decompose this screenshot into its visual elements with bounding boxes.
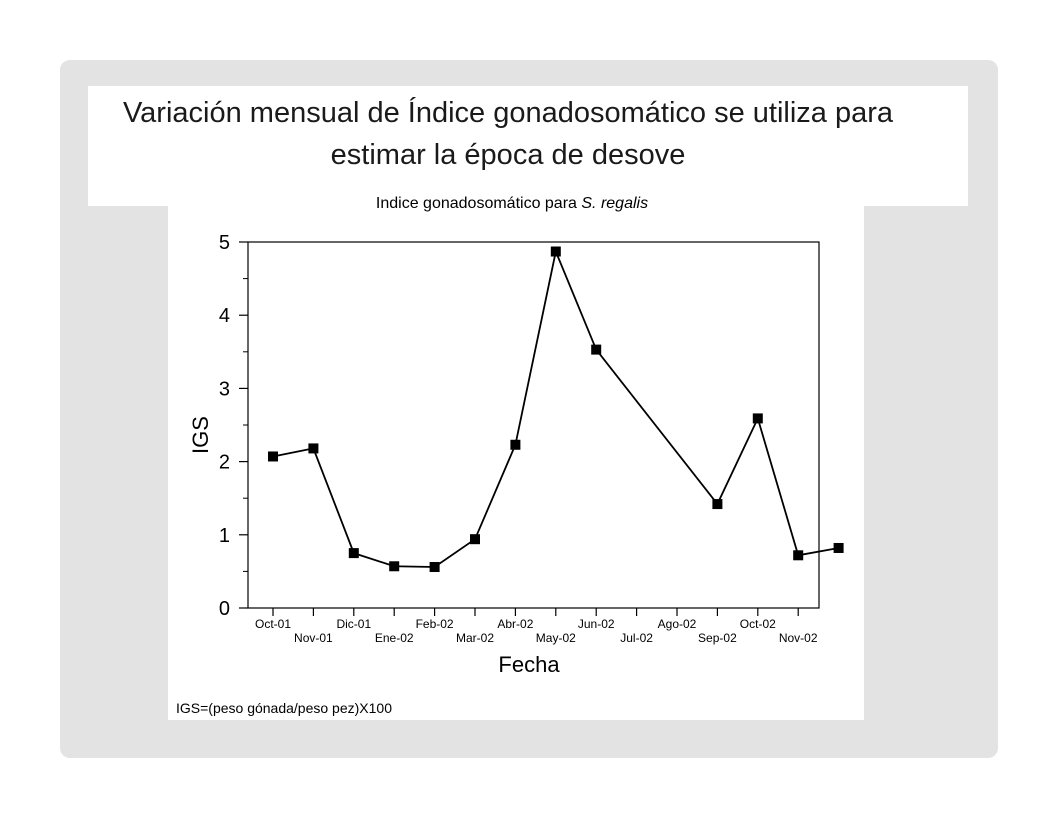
y-tick-label: 2	[219, 452, 230, 474]
data-point-marker	[793, 550, 804, 561]
x-tick-label: May-02	[536, 631, 576, 645]
series-igs	[268, 246, 844, 573]
y-tick-label: 5	[219, 232, 230, 254]
x-tick-label: Sep-02	[698, 631, 737, 645]
x-tick-label: Ene-02	[375, 631, 414, 645]
y-tick-label: 4	[219, 305, 230, 327]
y-tick-label: 1	[219, 525, 230, 547]
data-point-marker	[752, 413, 763, 424]
igs-line-chart: Indice gonadosomático para S. regalis 0 1…	[188, 195, 844, 677]
x-tick-label: Dic-01	[336, 617, 371, 631]
data-point-marker	[389, 561, 400, 572]
plot-area	[247, 241, 820, 609]
y-tick-label: 3	[219, 378, 230, 400]
chart-panel: Indice gonadosomático para S. regalis 0 1…	[168, 186, 864, 720]
data-point-marker	[833, 542, 844, 553]
data-point-marker	[429, 562, 440, 573]
data-point-marker	[550, 246, 561, 257]
data-point-marker	[348, 548, 359, 559]
series-line	[272, 248, 839, 568]
x-axis-label: Fecha	[498, 652, 560, 677]
slide-title: Variación mensual de Índice gonadosomáti…	[122, 97, 894, 171]
igs-formula-note: IGS=(peso gónada/peso pez)X100	[176, 700, 392, 716]
chart-title-species: S. regalis	[581, 195, 648, 212]
x-tick-label: Jun-02	[578, 617, 615, 631]
y-axis-label: IGS	[188, 416, 213, 454]
x-tick-label: Mar-02	[456, 631, 494, 645]
chart-title: Indice gonadosomático para S. regalis	[376, 195, 648, 212]
data-point-marker	[712, 499, 723, 510]
data-point-marker	[268, 451, 278, 462]
data-point-marker	[308, 443, 319, 454]
data-point-marker	[510, 439, 521, 450]
data-point-marker	[591, 344, 602, 355]
data-point-marker	[470, 534, 480, 545]
x-tick-label: Oct-02	[740, 617, 776, 631]
x-tick-label: Ago-02	[658, 617, 697, 631]
x-tick-label: Oct-01	[255, 617, 291, 631]
x-tick-label: Nov-02	[779, 631, 818, 645]
chart-title-prefix: Indice gonadosomático para	[376, 195, 581, 212]
y-tick-label: 0	[219, 598, 230, 620]
x-tick-label: Feb-02	[416, 617, 454, 631]
x-tick-label: Jul-02	[620, 631, 653, 645]
x-tick-label: Nov-01	[294, 631, 333, 645]
y-axis: 0 1 2 3 4 5	[219, 232, 248, 620]
x-tick-label: Abr-02	[497, 617, 533, 631]
